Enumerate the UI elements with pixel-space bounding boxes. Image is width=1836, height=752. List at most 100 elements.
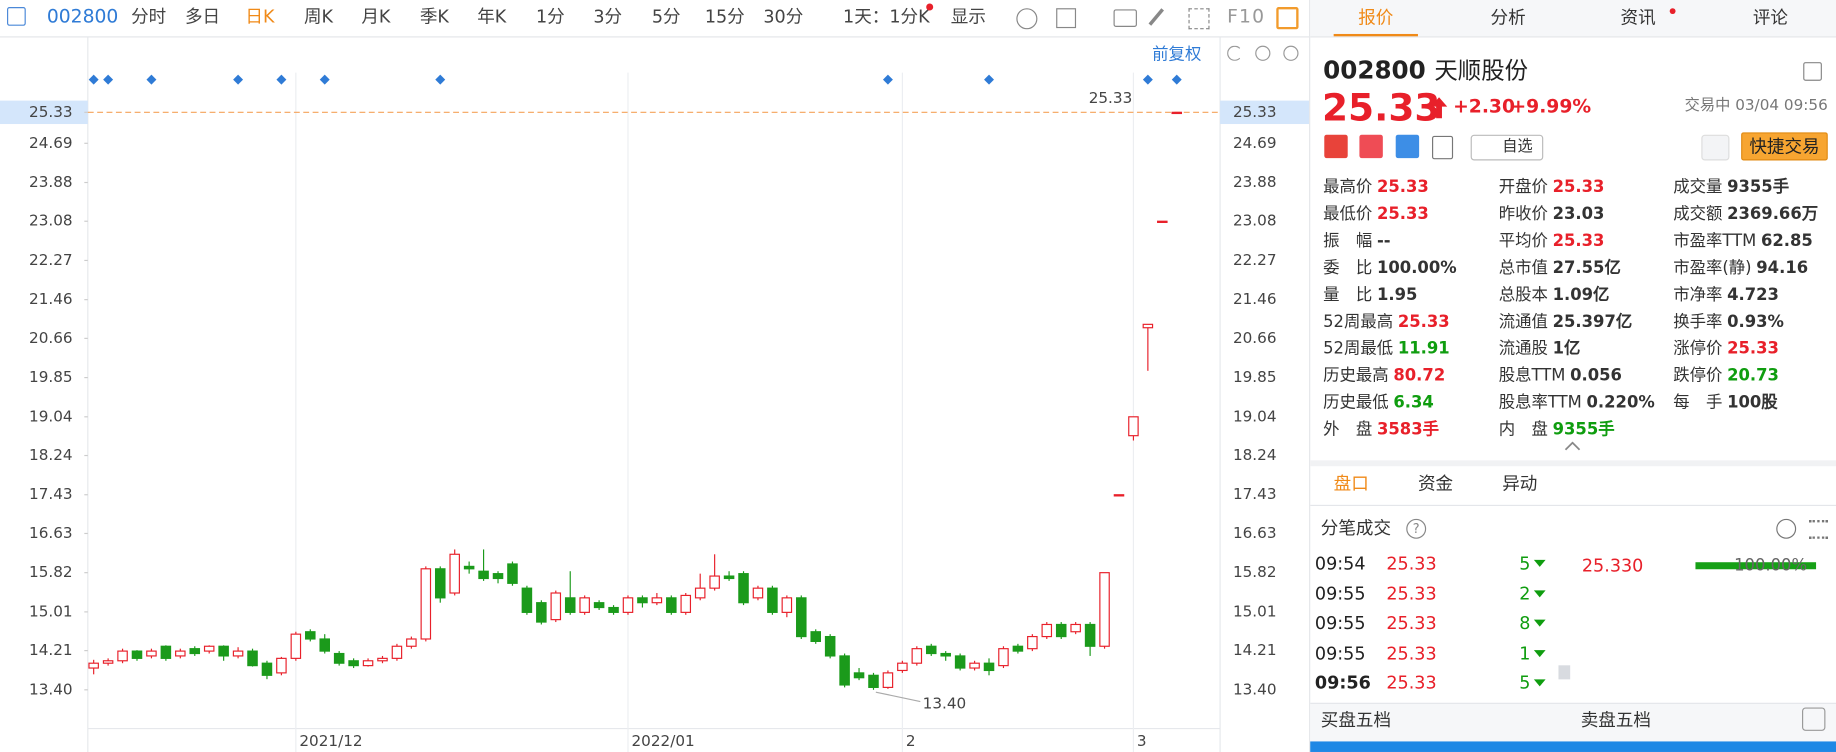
alert-button[interactable]: [1701, 134, 1730, 161]
period-tab[interactable]: 3分: [593, 5, 623, 27]
y-tick-label: 24.69: [29, 134, 73, 152]
zoom-out-icon[interactable]: [1255, 45, 1271, 61]
period-tab[interactable]: 5分: [651, 5, 681, 27]
panel-tab[interactable]: 资讯: [1620, 7, 1656, 29]
quote-row: 每 手 100股: [1673, 391, 1777, 414]
candle-body: [1157, 220, 1168, 223]
period-tab[interactable]: 季K: [419, 5, 449, 27]
ratio-select[interactable]: 1天：1分K: [843, 5, 930, 27]
quote-label: 流通股: [1498, 339, 1548, 359]
candle-body: [319, 638, 330, 652]
panel-tab[interactable]: 报价: [1358, 7, 1394, 29]
collapse-caret[interactable]: [1564, 441, 1581, 451]
event-marker: [1171, 74, 1182, 85]
quote-label: 最高价: [1323, 178, 1373, 197]
panel-toggle[interactable]: [1276, 7, 1299, 30]
hot-badge[interactable]: [1359, 134, 1383, 159]
period-tab[interactable]: 30分: [763, 5, 804, 27]
y-tick-label: 19.85: [29, 368, 73, 386]
trade-volume: 1: [1519, 642, 1531, 664]
quote-label: 历史最高: [1323, 366, 1389, 386]
quick-trade-button[interactable]: 快捷交易: [1741, 132, 1828, 161]
candle-body: [694, 587, 706, 599]
sell-arrow: [1533, 619, 1546, 627]
period-tab[interactable]: 分时: [131, 5, 167, 27]
quote-value: 25.397亿: [1552, 312, 1633, 332]
candle-body: [189, 648, 201, 655]
settings-icon[interactable]: [1016, 8, 1038, 30]
sidebar-toggle[interactable]: [7, 7, 26, 26]
candle-body: [1055, 623, 1067, 638]
reset-icon[interactable]: [1227, 45, 1243, 61]
price: 25.33: [1321, 85, 1441, 131]
candle-body: [1128, 416, 1139, 437]
candle-body: [175, 650, 186, 657]
candle-body: [1012, 645, 1024, 652]
quote-row: 总股本 1.09亿: [1499, 283, 1610, 306]
candle-body: [117, 650, 128, 662]
y-tick-label: 23.08: [1233, 212, 1277, 230]
event-marker: [233, 74, 244, 85]
quote-label: 昨收价: [1498, 204, 1548, 224]
draw-box-icon[interactable]: [1056, 8, 1077, 29]
zoom-in-icon[interactable]: [1283, 45, 1299, 61]
watch-button[interactable]: 自选: [1470, 134, 1544, 161]
period-tab[interactable]: 1分: [535, 5, 565, 27]
period-tab[interactable]: 周K: [303, 5, 334, 27]
display-select[interactable]: 显示: [950, 5, 986, 27]
bid-ratio: 100.00%: [1734, 556, 1808, 576]
pen-icon[interactable]: [1148, 8, 1165, 26]
period-tab[interactable]: 月K: [361, 5, 391, 27]
sub-tab[interactable]: 资金: [1417, 473, 1454, 495]
candle-body: [680, 594, 692, 613]
flag-badge[interactable]: [1324, 134, 1348, 159]
candle-body: [362, 660, 374, 667]
period-tab[interactable]: 日K: [245, 5, 275, 27]
quote-row: 市盈率(静) 94.16: [1673, 257, 1808, 280]
period-tab[interactable]: 年K: [477, 5, 507, 27]
period-tab[interactable]: 15分: [704, 5, 745, 27]
sub-tab[interactable]: 盘口: [1333, 473, 1369, 495]
period-tab[interactable]: 多日: [184, 5, 221, 27]
menu-icon[interactable]: [1803, 62, 1822, 81]
ask-book-title: 卖盘五档: [1580, 709, 1651, 731]
candle-body: [102, 660, 114, 664]
quote-label: 总市值: [1498, 258, 1548, 278]
trade-volume: 5: [1519, 672, 1531, 694]
expand-icon[interactable]: [1802, 707, 1826, 731]
f10-button[interactable]: F10: [1227, 4, 1266, 27]
quote-value: 1亿: [1552, 339, 1581, 359]
sub-tab[interactable]: 异动: [1502, 473, 1538, 495]
y-tick-label: 15.01: [1233, 602, 1277, 620]
list-icon[interactable]: [1809, 520, 1828, 539]
tag-badge[interactable]: [1395, 134, 1420, 159]
candle-body: [88, 662, 99, 669]
quote-panel: 002800 天顺股份 25.33 +2.30 +9.99% 交易中 03/04…: [1309, 0, 1836, 752]
stock-code[interactable]: 002800: [46, 4, 119, 27]
candle-body: [911, 648, 923, 664]
scroll-thumb[interactable]: [1558, 665, 1571, 680]
quote-value: 27.55亿: [1552, 258, 1621, 278]
adjust-mode[interactable]: 前复权: [1152, 45, 1202, 65]
quote-row: 跌停价 20.73: [1673, 364, 1779, 387]
quote-value: 62.85: [1760, 231, 1813, 251]
toolbar: 002800 1天：1分K 显示 F10 分时 多日 日K 周K 月K 季K 年K 1分 3分 5…: [0, 0, 1310, 38]
event-marker: [984, 74, 994, 85]
camera-icon[interactable]: [1113, 9, 1137, 27]
candle-body: [954, 655, 966, 669]
y-tick-label: 22.27: [29, 251, 73, 269]
panel-tab[interactable]: 评论: [1752, 7, 1788, 29]
fullscreen-icon[interactable]: [1188, 8, 1210, 30]
more-icon[interactable]: [1776, 518, 1797, 539]
quote-row: 历史最高 80.72: [1323, 364, 1445, 387]
quote-value: 25.33: [1552, 178, 1605, 197]
candle-body: [752, 587, 764, 599]
notify-dot: [1669, 8, 1676, 15]
event-marker: [1142, 74, 1153, 85]
candle-body: [521, 587, 533, 613]
help-icon[interactable]: ?: [1406, 518, 1427, 539]
candle-body: [449, 553, 460, 594]
candle-body: [203, 645, 215, 652]
note-badge[interactable]: [1432, 135, 1454, 160]
panel-tab[interactable]: 分析: [1490, 7, 1526, 29]
